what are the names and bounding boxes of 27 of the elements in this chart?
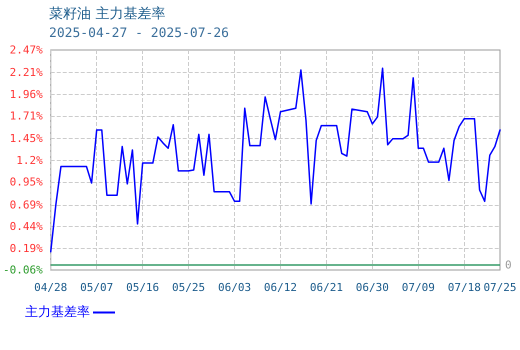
x-tick-label: 04/28: [34, 281, 68, 294]
y-tick-label: 1.71%: [10, 110, 44, 123]
legend-label: 主力基差率: [25, 304, 90, 320]
y-tick-label: 0.69%: [10, 198, 44, 212]
x-tick-label: 07/25: [483, 281, 517, 294]
y-tick-label: 1.45%: [10, 132, 44, 146]
y-tick-label: 2.21%: [10, 66, 44, 80]
x-tick-label: 06/30: [356, 281, 389, 294]
y-tick-label: 1.2%: [16, 154, 44, 167]
x-tick-label: 06/03: [218, 281, 252, 294]
y-tick-label: 2.47%: [10, 44, 44, 56]
chart-title: 菜籽油 主力基差率: [49, 6, 166, 22]
y-tick-label: 0.44%: [10, 220, 44, 234]
x-tick-label: 06/21: [310, 281, 343, 294]
ref-line-label: 0: [505, 258, 512, 272]
chart-subtitle: 2025-04-27 - 2025-07-26: [49, 26, 230, 41]
y-tick-label: -0.06%: [2, 264, 44, 276]
line-series: [50, 68, 501, 252]
x-tick-label: 05/25: [172, 281, 206, 294]
x-tick-label: 06/12: [264, 281, 298, 294]
x-tick-label: 05/16: [126, 281, 160, 294]
y-tick-label: 0.19%: [10, 242, 44, 255]
y-tick-label: 1.96%: [10, 88, 44, 101]
x-tick-label: 07/18: [448, 281, 481, 294]
y-tick-label: 0.95%: [10, 176, 44, 189]
x-tick-label: 07/09: [402, 281, 435, 294]
x-tick-label: 05/07: [80, 281, 114, 294]
